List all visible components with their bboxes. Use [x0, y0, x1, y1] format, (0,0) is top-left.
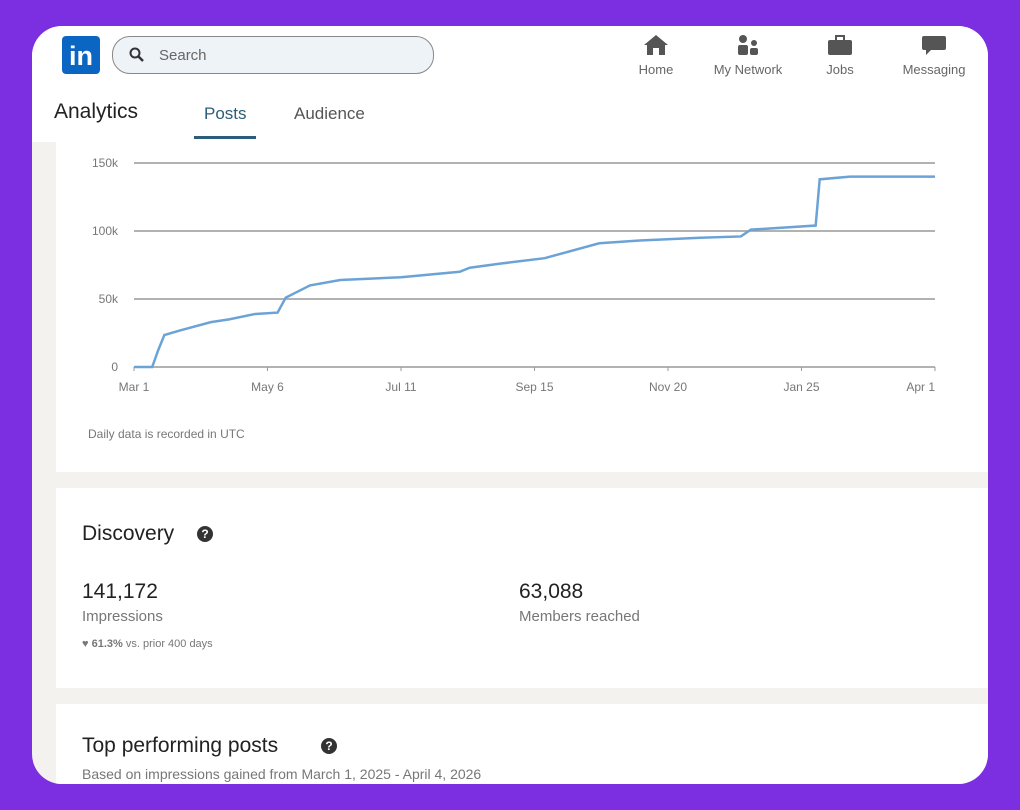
- section-subtitle: Based on impressions gained from March 1…: [82, 766, 482, 782]
- y-tick-label: 0: [111, 360, 118, 374]
- tab-indicator: [194, 136, 256, 139]
- messaging-icon: [922, 36, 946, 55]
- tab[interactable]: Audience: [294, 104, 365, 123]
- app-window: in Search Home My Network Jobs Messaging…: [32, 26, 988, 784]
- impressions-value: 141,172: [82, 580, 158, 603]
- nav-messaging[interactable]: Messaging: [884, 34, 984, 77]
- nav-label: Home: [638, 62, 674, 77]
- change-text: vs. prior 400 days: [125, 638, 213, 650]
- members-label: Members reached: [519, 608, 640, 625]
- nav-home[interactable]: Home: [606, 34, 706, 77]
- x-tick-label: Sep 15: [515, 380, 553, 394]
- page-title: Analytics: [54, 100, 139, 123]
- section-title: Top performing posts: [82, 734, 279, 757]
- network-icon: [738, 35, 758, 55]
- x-tick-label: Mar 1: [119, 380, 150, 394]
- x-tick-label: Apr 1: [906, 380, 935, 394]
- nav-label: My Network: [713, 62, 783, 77]
- tabs-bar: Analytics Posts Audience: [32, 86, 988, 142]
- tab[interactable]: Posts: [204, 104, 247, 123]
- nav-jobs[interactable]: Jobs: [790, 34, 890, 77]
- line-series: [134, 175, 935, 369]
- nav-label: Messaging: [902, 62, 966, 77]
- svg-text:?: ?: [201, 527, 208, 541]
- y-tick-label: 100k: [92, 224, 119, 238]
- nav-label: Jobs: [826, 62, 854, 77]
- members-value: 63,088: [519, 580, 584, 603]
- change-icon: ♥: [82, 638, 92, 650]
- logo[interactable]: in: [62, 36, 100, 74]
- change-row: ♥ 61.3% vs. prior 400 days: [82, 638, 213, 650]
- chart-card: Daily data is recorded in UTC 0 50k 100k 15…: [56, 142, 988, 472]
- change-value: 61.3%: [91, 638, 123, 650]
- chart-note: Daily data is recorded in UTC: [88, 427, 245, 441]
- chart: Daily data is recorded in UTC 0 50k 100k 15…: [88, 156, 936, 441]
- search-icon: [129, 47, 144, 62]
- top-posts-card: Top performing posts ? Based on impressi…: [56, 704, 988, 784]
- top-bar: in Search Home My Network Jobs Messaging: [32, 26, 988, 86]
- home-icon: [644, 35, 668, 55]
- help-icon[interactable]: ?: [320, 737, 338, 755]
- y-tick-label: 150k: [92, 156, 119, 170]
- impressions-label: Impressions: [82, 608, 163, 625]
- section-title: Discovery: [82, 522, 175, 545]
- x-tick-label: Jul 11: [385, 380, 416, 394]
- search-box[interactable]: Search: [112, 36, 434, 74]
- search-placeholder: Search: [159, 47, 207, 64]
- x-tick-label: Nov 20: [649, 380, 687, 394]
- help-icon[interactable]: ?: [196, 525, 214, 543]
- x-tick-label: May 6: [251, 380, 284, 394]
- jobs-icon: [828, 35, 852, 55]
- nav-network[interactable]: My Network: [698, 34, 798, 77]
- svg-text:?: ?: [325, 739, 332, 753]
- discovery-card: Discovery ? 141,172 Impressions ♥ 61.3% …: [56, 488, 988, 688]
- x-tick-label: Jan 25: [783, 380, 819, 394]
- y-tick-label: 50k: [99, 292, 119, 306]
